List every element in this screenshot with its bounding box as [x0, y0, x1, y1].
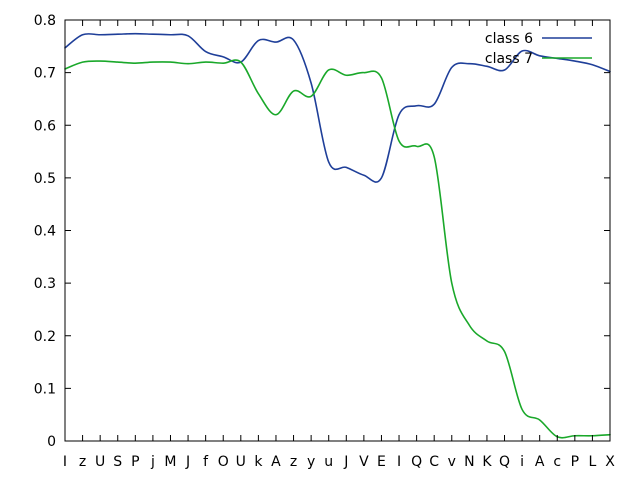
x-tick-label: J	[185, 454, 190, 470]
x-tick-label: O	[218, 454, 229, 470]
x-tick-label: c	[553, 454, 561, 470]
y-tick-label: 0.1	[34, 381, 56, 397]
x-tick-label: I	[63, 454, 67, 470]
x-tick-label: I	[397, 454, 401, 470]
x-tick-label: z	[79, 454, 86, 470]
x-tick-label: N	[464, 454, 474, 470]
legend-label: class 6	[485, 31, 533, 47]
x-tick-label: i	[520, 454, 524, 470]
y-tick-label: 0.4	[34, 224, 56, 240]
legend: class 6 class 7	[485, 31, 592, 67]
x-tick-label: P	[131, 454, 139, 470]
y-tick-label: 0.8	[34, 13, 56, 29]
y-tick-label: 0.6	[34, 118, 56, 134]
legend-label: class 7	[485, 51, 533, 67]
x-tick-label: f	[203, 454, 209, 470]
y-tick-label: 0.5	[34, 171, 56, 187]
x-tick-label: M	[164, 454, 176, 470]
x-tick-label: j	[150, 454, 155, 470]
y-tick-label: 0	[47, 434, 56, 450]
x-tick-label: V	[359, 454, 369, 470]
x-tick-label: A	[535, 454, 545, 470]
x-tick-label: k	[254, 454, 263, 470]
x-tick-label: J	[343, 454, 348, 470]
y-tick-label: 0.3	[34, 276, 56, 292]
x-tick-label: z	[290, 454, 297, 470]
x-tick-label: C	[429, 454, 439, 470]
x-tick-label: U	[95, 454, 105, 470]
x-tick-label: L	[589, 454, 597, 470]
x-tick-label: Q	[499, 454, 510, 470]
x-tick-label: X	[605, 454, 615, 470]
x-tick-label: u	[324, 454, 333, 470]
x-tick-label: v	[448, 454, 456, 470]
plot-frame	[64, 19, 611, 442]
x-tick-label: U	[236, 454, 246, 470]
series-line-class-6	[64, 32, 611, 183]
y-tick-label: 0.2	[34, 329, 56, 345]
series-line-class-7	[64, 59, 611, 439]
series-layer	[64, 32, 611, 439]
x-tick-label: Q	[411, 454, 422, 470]
y-tick-label: 0.7	[34, 66, 56, 82]
x-tick-label: P	[571, 454, 579, 470]
x-tick-label: S	[113, 454, 122, 470]
x-tick-label: y	[307, 454, 315, 470]
x-tick-label: K	[482, 454, 492, 470]
x-tick-label: A	[271, 454, 281, 470]
x-tick-label: E	[377, 454, 386, 470]
